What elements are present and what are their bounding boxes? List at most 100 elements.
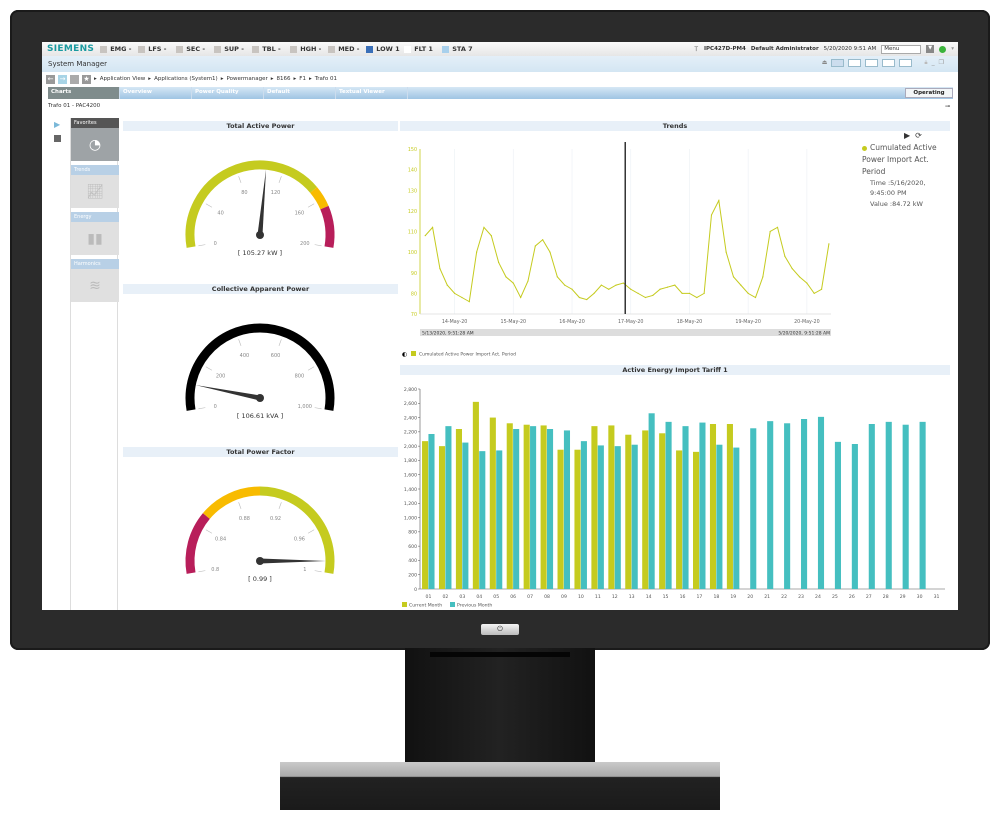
layout-split-v-icon[interactable] <box>865 59 879 67</box>
bar-previous-month <box>919 421 926 589</box>
dropdown-arrow-icon[interactable]: ▼ <box>926 45 935 53</box>
minimize-icon[interactable]: _ <box>931 59 935 66</box>
gauge-tick <box>278 339 282 346</box>
trend-point <box>659 288 661 290</box>
sidebar-tile-trends[interactable]: 📈︎ <box>71 175 119 208</box>
gauge-needle-hub <box>256 231 264 239</box>
alarm-color-icon <box>404 45 412 53</box>
breadcrumb-item[interactable]: Application View <box>99 76 146 82</box>
operating-mode-button[interactable]: Operating <box>905 88 953 98</box>
x-tick-label: 08 <box>544 594 550 600</box>
monitor-power-button[interactable]: ⏻ <box>481 624 519 635</box>
collapse-icon[interactable]: ⏏ <box>821 59 828 66</box>
sidebar-header-favorites[interactable]: Favorites <box>71 118 119 128</box>
gauge-tick-label: 80 <box>241 190 247 196</box>
lock-icon[interactable]: 🔒︎ <box>924 59 928 66</box>
trend-point <box>556 276 558 278</box>
y-tick-label: 200 <box>408 573 417 579</box>
sidebar-tile-energy[interactable]: ▮▮ <box>71 222 119 255</box>
forward-button[interactable]: → <box>58 74 67 84</box>
alarm-counter[interactable]: SUP - <box>214 45 252 53</box>
layout-buttons: ⏏ 🔒︎ _ ❐ <box>822 59 944 67</box>
gauge-tick <box>314 407 322 410</box>
trend-point <box>732 276 735 278</box>
expand-arrow-icon[interactable]: ▶ <box>54 120 61 129</box>
x-tick-label: 15 <box>663 594 669 600</box>
tooltip-time: Time :5/16/2020, 9:45:00 PM <box>870 179 926 197</box>
bar-previous-month <box>428 434 435 589</box>
back-button[interactable]: ← <box>46 74 55 84</box>
gauge-tick-label: 0.96 <box>294 536 305 542</box>
alarm-counter[interactable]: HGH - <box>290 45 328 53</box>
breadcrumb-item[interactable]: 8166 <box>276 76 291 82</box>
alarm-counter[interactable]: FLT 1 <box>404 45 442 53</box>
stop-square-icon[interactable] <box>54 135 61 142</box>
alarm-counter[interactable]: LFS - <box>138 45 176 53</box>
tab-overview[interactable]: Overview <box>120 87 192 99</box>
breadcrumb-item[interactable]: Powermanager <box>226 76 268 82</box>
refresh-icon[interactable]: ⟳ <box>915 131 922 140</box>
layout-quad-icon[interactable] <box>882 59 896 67</box>
legend-label[interactable]: Previous Month <box>457 603 492 609</box>
alarm-counter[interactable]: LOW 1 <box>366 45 404 53</box>
series-dot-icon <box>862 145 867 151</box>
x-tick-label: 24 <box>815 594 821 600</box>
tab-default[interactable]: Default <box>264 87 336 99</box>
sidebar-header-energy[interactable]: Energy <box>71 212 119 222</box>
tab-textual-viewer[interactable]: Textual Viewer <box>336 87 408 99</box>
legend-toggle-icon[interactable]: ◐ <box>402 351 407 358</box>
alarm-label: EMG - <box>110 45 132 53</box>
sidebar-tile-harmonics[interactable]: ≋ <box>71 269 119 302</box>
gauge-tick-label: 0.92 <box>270 516 281 522</box>
sidebar-tile-favorites[interactable]: ◔ <box>71 128 119 161</box>
alarm-counter[interactable]: TBL - <box>252 45 290 53</box>
trend-chart[interactable]: 14-May-20 15-May-20 16-May-20 17-May-20 18-M… <box>400 131 950 361</box>
breadcrumb-item[interactable]: F1 <box>299 76 306 82</box>
pin-icon[interactable]: ⊸ <box>944 103 950 110</box>
tab-power-quality[interactable]: Power Quality <box>192 87 264 99</box>
gauge-tick-label: 120 <box>271 190 281 196</box>
x-tick-label: 14-May-20 <box>442 319 468 325</box>
datetime: 5/20/2020 9:51 AM <box>823 46 877 52</box>
restore-icon[interactable]: ❐ <box>938 59 944 66</box>
layout-split-h-icon[interactable] <box>848 59 862 67</box>
legend-label[interactable]: Cumulated Active Power Import Act. Perio… <box>419 352 516 358</box>
play-icon[interactable]: ▶ <box>904 131 911 140</box>
bar-previous-month <box>445 426 452 589</box>
layout-single-icon[interactable] <box>899 59 913 67</box>
bar-current-month <box>574 449 581 589</box>
bar-current-month <box>438 446 446 589</box>
time-range-scrollbar[interactable] <box>420 329 831 336</box>
trend-point <box>512 282 514 284</box>
x-tick-label: 18 <box>713 594 719 600</box>
home-button[interactable] <box>70 74 79 84</box>
gauge-panel-active-power: Total Active Power 0 40 80 120 160 200 [ 105.2… <box>123 121 398 281</box>
gauge-power-factor: 0.8 0.84 0.88 0.92 0.96 1 [ 0.99 ] <box>185 486 335 583</box>
sidebar-header-trends[interactable]: Trends <box>71 165 119 175</box>
legend-label[interactable]: Current Month <box>409 603 442 609</box>
y-tick-label: 100 <box>408 250 417 256</box>
alarm-counter[interactable]: MED - <box>328 45 366 53</box>
breadcrumb-item[interactable]: Trafo 01 <box>314 76 337 82</box>
breadcrumb-item[interactable]: Applications (System1) <box>154 76 218 82</box>
layout-grid-icon[interactable] <box>831 59 845 67</box>
menu-dropdown[interactable]: Menu <box>881 44 922 54</box>
device-name: Trafo 01 - PAC4200 <box>48 103 101 109</box>
x-tick-label: 20 <box>747 594 753 600</box>
trend-point <box>549 251 551 253</box>
alarm-counter[interactable]: EMG - <box>100 45 138 53</box>
trend-point <box>813 292 815 294</box>
trend-point <box>608 288 610 290</box>
x-tick-label: 16 <box>680 594 686 600</box>
breadcrumb-separator-icon: ▸ <box>94 76 97 82</box>
chevron-down-icon[interactable]: ▾ <box>951 46 954 52</box>
gauge-panel-apparent-power: Collective Apparent Power 0 200 400 600 800 1… <box>123 284 398 444</box>
x-tick-label: 21 <box>764 594 770 600</box>
favorite-star-button[interactable]: ★ <box>82 74 91 84</box>
sidebar-header-harmonics[interactable]: Harmonics <box>71 259 119 269</box>
alarm-counter[interactable]: SEC - <box>176 45 214 53</box>
tab-charts[interactable]: Charts <box>48 87 120 99</box>
alarm-counter[interactable]: STA 7 <box>442 45 480 53</box>
bar-previous-month <box>750 428 757 589</box>
trend-point <box>490 235 492 237</box>
